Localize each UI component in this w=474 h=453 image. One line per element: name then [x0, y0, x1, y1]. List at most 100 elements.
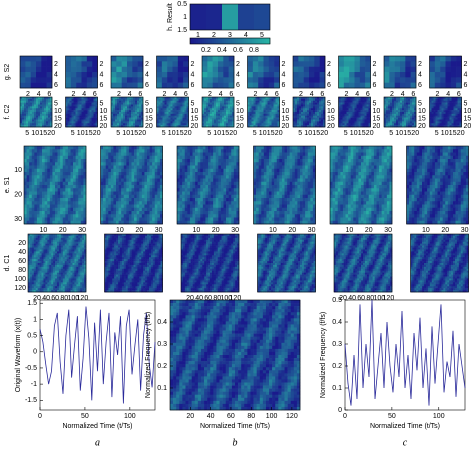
heatmap-cell [128, 172, 132, 176]
heatmap-cell [220, 217, 224, 222]
heatmap-cell [394, 102, 397, 105]
heatmap-cell [164, 97, 167, 100]
heatmap-cell [117, 119, 120, 122]
heatmap-cell [271, 149, 275, 153]
y-tick-label: 15 [373, 116, 381, 123]
heatmap-cell [346, 97, 349, 100]
heatmap-cell [156, 104, 159, 107]
heatmap-cell [26, 113, 29, 117]
heatmap-cell [136, 165, 140, 170]
heatmap-cell [261, 125, 264, 128]
heatmap-cell [177, 204, 180, 209]
heatmap-cell [152, 185, 156, 189]
heatmap-cell [309, 77, 315, 83]
heatmap-cell [50, 102, 53, 105]
heatmap-cell [131, 217, 135, 222]
heatmap-cell [215, 162, 219, 166]
heatmap-cell [208, 125, 211, 128]
heatmap-cell [164, 121, 167, 124]
heatmap-cell [348, 106, 351, 109]
heatmap-cell [141, 165, 145, 170]
heatmap-cell [216, 100, 219, 103]
heatmap-cell [60, 162, 64, 166]
heatmap-cell [67, 198, 71, 202]
heatmap-cell [212, 97, 215, 100]
heatmap-cell [28, 100, 31, 103]
heatmap-cell [38, 106, 41, 109]
heatmap-cell [32, 110, 35, 113]
heatmap-cell [445, 121, 448, 124]
heatmap-cell [232, 119, 235, 122]
heatmap-cell [139, 110, 142, 113]
heatmap-cell [57, 211, 61, 215]
heatmap-cell [83, 178, 87, 183]
heatmap-cell [434, 66, 441, 73]
heatmap-cell [257, 117, 260, 120]
heatmap-cell [81, 106, 84, 109]
heatmap-cell [390, 98, 393, 102]
heatmap-cell [386, 102, 389, 105]
heatmap-cell [179, 207, 183, 212]
heatmap-cell [247, 104, 250, 107]
heatmap-cell [65, 121, 68, 124]
heatmap-cell [174, 108, 177, 111]
heatmap-cell [50, 117, 53, 120]
heatmap-cell [232, 121, 235, 124]
heatmap-cell [147, 152, 150, 157]
heatmap-cell [81, 98, 84, 102]
heatmap-cell [408, 102, 411, 105]
heatmap-cell [52, 201, 56, 205]
heatmap-cell [200, 214, 204, 218]
heatmap-cell [57, 220, 61, 225]
heatmap-cell [87, 108, 90, 111]
heatmap-cell [26, 108, 29, 111]
heatmap-cell [70, 155, 74, 160]
heatmap-cell [147, 185, 150, 189]
heatmap-cell [32, 125, 35, 128]
heatmap-cell [384, 112, 387, 115]
heatmap-cell [144, 181, 148, 186]
heatmap-cell [184, 191, 188, 196]
heatmap-cell [60, 175, 64, 179]
heatmap-cell [20, 123, 23, 126]
heatmap-cell [22, 121, 25, 124]
heatmap-cell [187, 214, 191, 218]
heatmap-cell [47, 220, 51, 225]
heatmap-cell [31, 178, 35, 183]
heatmap-cell [46, 123, 49, 126]
heatmap-cell [364, 100, 367, 103]
heatmap-cell [69, 125, 72, 128]
heatmap-cell [44, 104, 47, 107]
heatmap-cell [108, 172, 112, 176]
heatmap-cell [408, 123, 411, 126]
heatmap-cell [71, 98, 74, 102]
heatmap-cell [160, 113, 163, 117]
heatmap-cell [179, 188, 183, 192]
heatmap-cell [44, 178, 48, 183]
heatmap-cell [344, 112, 347, 115]
heatmap-cell [184, 178, 188, 183]
heatmap-cell [208, 217, 211, 222]
heatmap-cell [358, 117, 361, 120]
heatmap-cell [189, 165, 193, 170]
heatmap-cell [111, 115, 114, 118]
heatmap-cell [52, 178, 56, 183]
heatmap-cell [125, 106, 128, 109]
heatmap-cell [210, 110, 213, 113]
heatmap-cell [319, 56, 326, 62]
heatmap-cell [323, 104, 326, 107]
heatmap-cell [47, 214, 51, 218]
heatmap-cell [189, 152, 193, 157]
heatmap-cell [174, 104, 177, 107]
heatmap-cell [405, 61, 411, 67]
heatmap-cell [277, 119, 280, 122]
heatmap-cell [445, 102, 448, 105]
heatmap-cell [103, 211, 106, 215]
heatmap-cell [251, 125, 254, 128]
heatmap-cell [299, 113, 302, 117]
heatmap-cell [223, 149, 227, 153]
heatmap-cell [453, 110, 456, 113]
heatmap-cell [160, 108, 163, 111]
heatmap-cell [91, 115, 94, 118]
heatmap-cell [144, 159, 148, 163]
